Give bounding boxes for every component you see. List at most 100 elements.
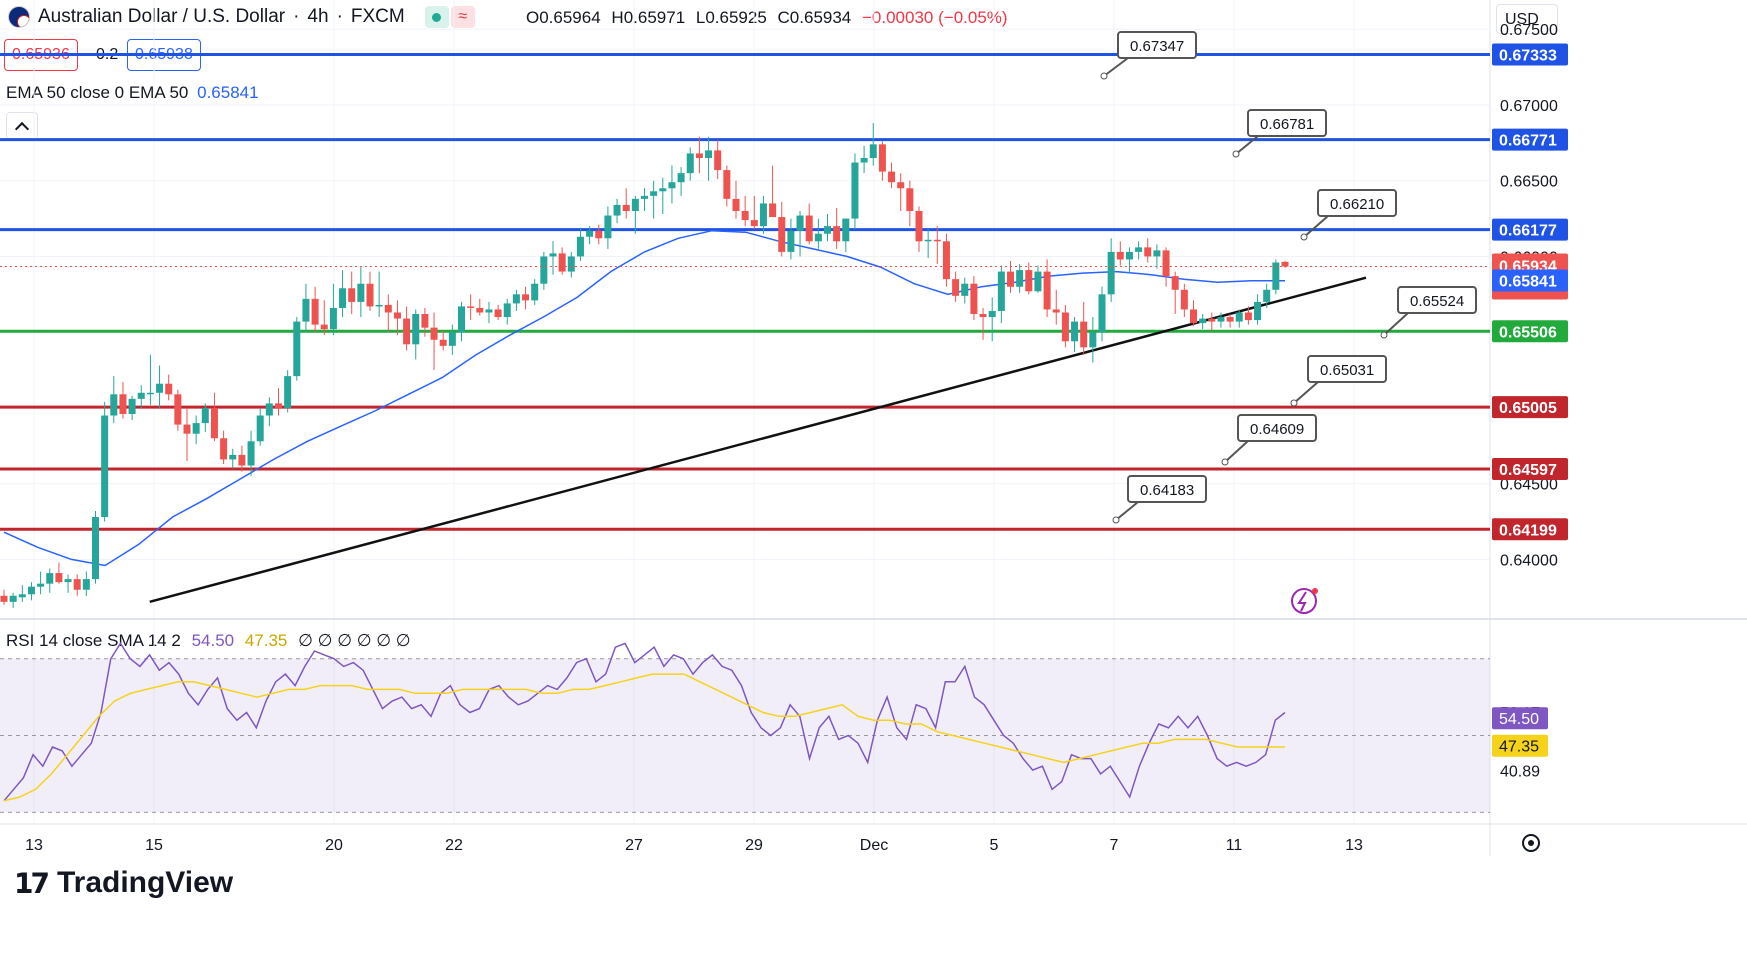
data-source-icon[interactable]: ≈ (450, 6, 475, 28)
symbol-title[interactable]: Australian Dollar / U.S. Dollar · 4h · F… (8, 6, 475, 28)
candle-body (384, 304, 392, 313)
candle-body (1208, 318, 1216, 322)
grid (0, 0, 1490, 824)
candle-body (1263, 289, 1271, 302)
ohlc-open: O0.65964 (526, 8, 601, 27)
candle-body (192, 423, 200, 434)
candle-body (485, 309, 493, 313)
rsi-sma-value: 47.35 (244, 631, 288, 650)
market-open-icon[interactable] (424, 6, 449, 28)
x-tick-label: 13 (25, 837, 43, 854)
callout-label: 0.66781 (1260, 116, 1314, 133)
candle-body (824, 226, 831, 234)
tv-logo-text: TradingView (56, 866, 234, 899)
candle-body (1025, 270, 1033, 292)
ohlc-close: C0.65934 (777, 8, 852, 27)
candle-body (1281, 261, 1289, 267)
x-tick-label: 20 (325, 837, 343, 854)
x-tick-label: 7 (1110, 837, 1119, 854)
candle-body (128, 398, 136, 414)
level-price-tag (1492, 518, 1568, 541)
candle-body (439, 339, 447, 346)
candle-body (522, 294, 530, 301)
level-price-tag (1492, 128, 1568, 151)
candle-body (1052, 309, 1060, 313)
callout-box (1117, 31, 1197, 59)
candle-body (750, 220, 758, 227)
candle-body (393, 312, 401, 319)
callout-anchor (1112, 516, 1120, 524)
candle-body (860, 157, 868, 163)
rsi-legend[interactable]: RSI 14 close SMA 14 2 54.50 47.35 ∅ ∅ ∅ … (6, 631, 411, 651)
candle-body (229, 454, 237, 460)
callout-pointer (1303, 215, 1329, 238)
y-tick-label: 0.64500 (1500, 477, 1558, 494)
candle-body (961, 283, 969, 296)
candle-body (897, 182, 905, 189)
candle-body (906, 188, 914, 211)
ema-legend[interactable]: EMA 50 close 0 EMA 50 0.65841 (6, 83, 259, 103)
candle-body (119, 394, 127, 414)
candle-body (165, 383, 173, 395)
gear-icon (1522, 834, 1540, 852)
x-tick-label: 22 (445, 837, 463, 854)
rsi-series-rsi (3, 641, 1286, 802)
candle-body (293, 321, 301, 377)
callout-box (1237, 414, 1317, 442)
candle-body (952, 279, 960, 296)
level-price-tag (1492, 218, 1568, 241)
candle-body (942, 241, 950, 280)
candle-body (576, 236, 584, 257)
candle-body (787, 230, 795, 252)
callout-anchor (1300, 233, 1308, 241)
tradingview-logo[interactable]: 𝟭𝟳 TradingView (14, 866, 233, 900)
candle-body (650, 191, 658, 196)
candle-body (851, 162, 859, 219)
candle-body (1098, 294, 1106, 333)
x-tick-label: Dec (860, 837, 888, 854)
y-tick-label: 0.67000 (1500, 98, 1558, 115)
candle-body (924, 239, 932, 242)
x-tick-label: 29 (745, 837, 763, 854)
level-price-tag (1492, 320, 1568, 343)
candle-body (156, 383, 164, 393)
level-price-label: 0.65005 (1499, 400, 1557, 417)
candle-body (1125, 251, 1133, 260)
candle-body (1135, 247, 1143, 252)
currency-selector[interactable]: USD (1496, 4, 1558, 34)
level-price-label: 0.65506 (1499, 324, 1557, 341)
symbol-name: Australian Dollar / U.S. Dollar (38, 6, 286, 27)
callout-label: 0.65031 (1320, 362, 1374, 379)
candles (0, 123, 1289, 608)
notification-dot-icon (1312, 588, 1318, 594)
candle-body (9, 595, 17, 602)
candle-body (1226, 317, 1234, 322)
candle-body (1043, 271, 1051, 310)
callout-anchor (1380, 331, 1388, 339)
candle-body (375, 304, 383, 307)
callout-pointer (1103, 57, 1129, 77)
ohlc-high: H0.65971 (611, 8, 686, 27)
candle-body (55, 573, 63, 583)
candle-body (458, 306, 465, 333)
candle-body (677, 173, 685, 183)
rsi-sma-label: 47.35 (1499, 739, 1539, 756)
callout-box (1397, 286, 1477, 314)
status-icons[interactable]: ≈ (424, 6, 475, 28)
gear-icon (1528, 840, 1534, 846)
candle-body (403, 318, 411, 345)
candle-body (476, 307, 484, 313)
ema-line (3, 229, 1285, 567)
candle-body (979, 314, 987, 318)
rsi-tick-label: 40.89 (1500, 764, 1540, 781)
candle-body (531, 283, 539, 301)
candle-body (878, 144, 886, 172)
ohlc-change: −0.00030 (−0.05%) (862, 8, 1008, 27)
callout-pointer (1115, 501, 1139, 521)
candle-body (595, 230, 603, 239)
candle-body (686, 153, 694, 174)
ema-price-label: 0.65841 (1499, 274, 1557, 291)
candle-body (348, 288, 356, 302)
candle-body (1080, 321, 1088, 348)
